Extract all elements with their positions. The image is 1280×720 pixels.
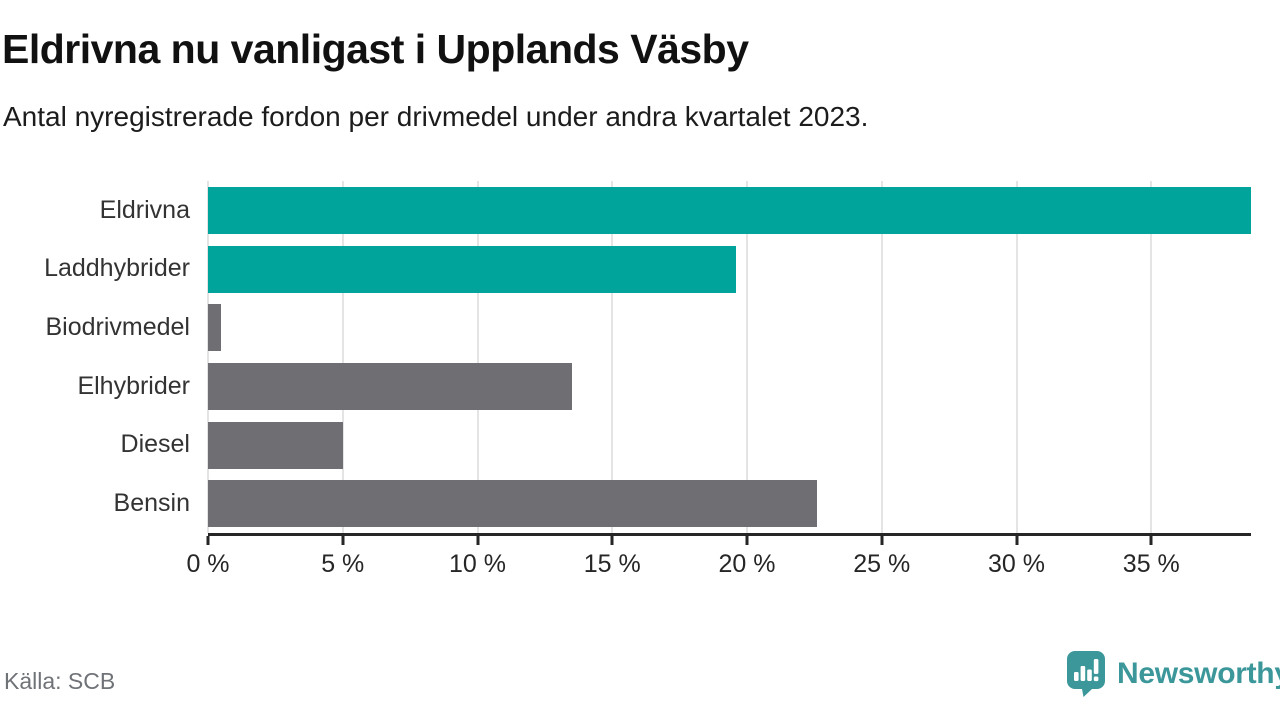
bar-diesel bbox=[208, 421, 343, 469]
gridline bbox=[341, 181, 344, 533]
x-tick-mark bbox=[476, 536, 479, 545]
gridline bbox=[476, 181, 479, 533]
x-tick-mark bbox=[745, 536, 749, 545]
x-tick-label: 5 % bbox=[321, 550, 365, 578]
category-label-laddhybrider: Laddhybrider bbox=[44, 254, 190, 283]
category-label-biodrivmedel: Biodrivmedel bbox=[45, 313, 190, 342]
gridline bbox=[746, 181, 749, 533]
x-tick-label: 15 % bbox=[583, 550, 641, 578]
x-tick-label: 10 % bbox=[449, 550, 506, 578]
category-label-eldrivna: Eldrivna bbox=[99, 195, 190, 224]
x-tick-label: 25 % bbox=[853, 550, 911, 578]
bar-laddhybrider bbox=[208, 245, 737, 293]
bar-bensin bbox=[208, 480, 818, 528]
chart-subtitle: Antal nyregistrerade fordon per drivmede… bbox=[3, 101, 869, 132]
x-axis: 0 % 5 % 10 % 15 % 20 % 25 % 30 % 35 % bbox=[186, 536, 1251, 596]
mini-bar-2 bbox=[1080, 666, 1086, 681]
speech-bubble-shape bbox=[1067, 651, 1105, 697]
mini-bar-1 bbox=[1074, 672, 1079, 681]
chart-title: Eldrivna nu vanligast i Upplands Väsby bbox=[2, 26, 749, 72]
x-tick-mark bbox=[1149, 536, 1153, 545]
gridline bbox=[880, 181, 883, 533]
brand-name: Newsworthy bbox=[1117, 656, 1280, 690]
exclamation-stem bbox=[1093, 659, 1099, 674]
gridline bbox=[1015, 181, 1018, 533]
gridline bbox=[611, 181, 614, 533]
x-tick-label: 20 % bbox=[718, 550, 776, 578]
bar-biodrivmedel bbox=[208, 304, 222, 352]
x-tick-label: 0 % bbox=[186, 550, 230, 578]
x-tick-label: 30 % bbox=[988, 550, 1046, 578]
x-tick-mark bbox=[880, 536, 884, 545]
newsworthy-icon bbox=[1066, 650, 1106, 697]
source-note: Källa: SCB bbox=[4, 668, 116, 694]
gridline bbox=[1150, 181, 1153, 533]
x-tick-mark bbox=[1015, 536, 1019, 545]
plot-area bbox=[207, 181, 1251, 536]
brand-logo: Newsworthy bbox=[1066, 650, 1280, 697]
gridline bbox=[207, 181, 209, 533]
bar-eldrivna bbox=[208, 186, 1251, 234]
category-label-diesel: Diesel bbox=[120, 430, 190, 459]
x-tick-mark bbox=[610, 536, 614, 545]
x-tick-label: 35 % bbox=[1122, 550, 1180, 578]
category-label-elhybrider: Elhybrider bbox=[77, 371, 190, 400]
bar-elhybrider bbox=[208, 362, 572, 410]
x-tick-mark bbox=[206, 536, 210, 545]
mini-bar-3 bbox=[1087, 669, 1092, 681]
category-label-bensin: Bensin bbox=[113, 489, 190, 518]
x-tick-mark bbox=[341, 536, 345, 545]
exclamation-dot bbox=[1093, 676, 1099, 682]
category-labels: Eldrivna Laddhybrider Biodrivmedel Elhybrid… bbox=[0, 181, 190, 533]
